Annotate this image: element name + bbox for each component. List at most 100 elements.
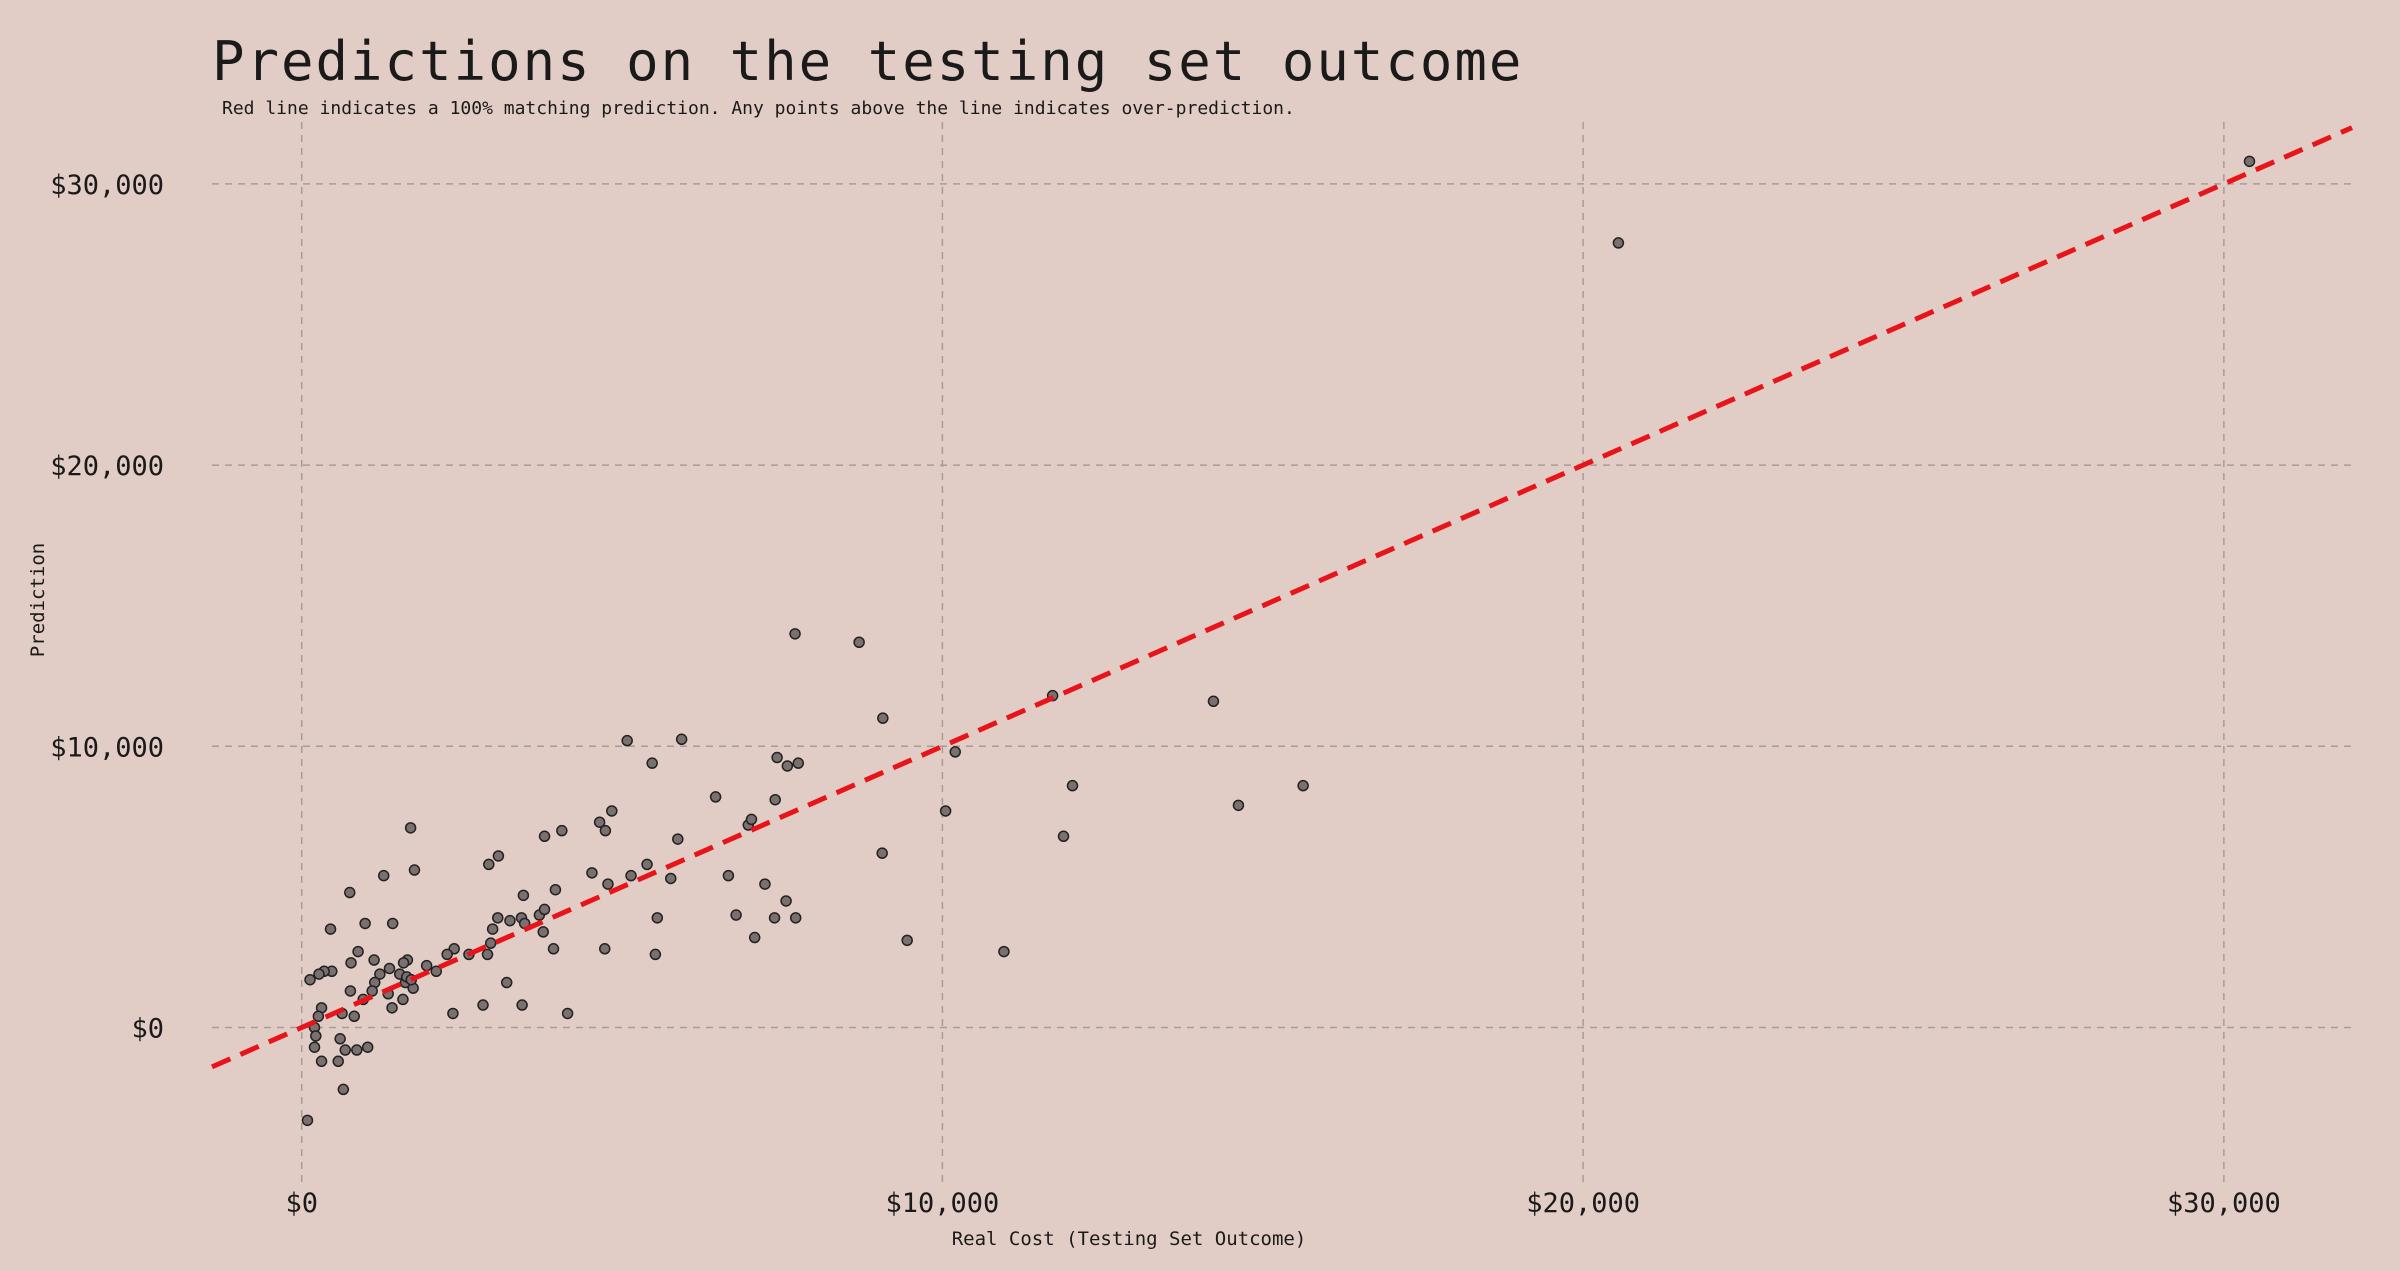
data-point [374, 968, 386, 980]
data-point [792, 757, 805, 769]
data-point [430, 965, 443, 978]
data-point [504, 914, 516, 927]
data-point [312, 1010, 325, 1023]
data-point [492, 850, 505, 862]
data-point [621, 734, 633, 747]
data-point [344, 985, 357, 997]
y-tick-label: $30,000 [50, 170, 164, 201]
x-tick-label: $0 [285, 1188, 318, 1219]
data-point [377, 869, 390, 882]
data-point [538, 830, 551, 843]
data-point [334, 1033, 346, 1045]
reference-line [210, 125, 2354, 1070]
data-point [366, 985, 378, 997]
data-point [313, 968, 325, 980]
data-point [789, 628, 801, 640]
data-point [348, 1010, 360, 1023]
data-point [1057, 830, 1070, 843]
data-point [352, 945, 364, 958]
data-point [781, 760, 794, 772]
data-point [500, 976, 513, 989]
data-point [368, 954, 380, 966]
data-point [345, 957, 357, 969]
data-point [516, 999, 528, 1011]
data-point [901, 934, 913, 947]
data-point [339, 1044, 352, 1056]
data-point [408, 864, 421, 876]
data-point [768, 912, 781, 924]
data-point [722, 869, 735, 882]
data-point [1612, 237, 1625, 249]
data-point [483, 858, 495, 871]
data-point [477, 999, 489, 1011]
data-point [486, 923, 499, 935]
data-point [404, 822, 417, 834]
data-point [517, 889, 530, 902]
data-point [549, 883, 562, 896]
data-point [1066, 779, 1079, 792]
data-point [771, 751, 783, 764]
data-point [1232, 799, 1245, 812]
data-point [949, 746, 961, 758]
data-point [301, 1114, 314, 1127]
data-point [386, 917, 399, 930]
data-point [344, 886, 356, 899]
data-point [447, 1007, 459, 1020]
y-tick-label: $20,000 [50, 451, 164, 482]
data-point [397, 957, 410, 969]
x-tick-label: $30,000 [2167, 1188, 2281, 1219]
data-point [361, 1041, 374, 1053]
data-point [853, 636, 865, 649]
data-point [484, 937, 497, 949]
data-point [332, 1055, 344, 1068]
data-point [602, 878, 614, 890]
data-point [441, 948, 453, 961]
data-point [748, 931, 761, 944]
reference-line-layer [210, 125, 2354, 1070]
data-point [675, 733, 688, 746]
data-point [789, 912, 802, 924]
data-point [537, 926, 550, 938]
data-point [386, 1002, 398, 1014]
data-point [651, 912, 664, 924]
data-point [420, 959, 433, 972]
data-point [359, 917, 371, 930]
data-point [397, 993, 409, 1006]
data-point [492, 912, 504, 924]
data-point [383, 962, 396, 975]
data-point [649, 948, 662, 961]
data-point [586, 867, 598, 879]
data-point [709, 791, 722, 803]
data-point [1297, 779, 1309, 792]
chart-subtitle: Red line indicates a 100% matching predi… [222, 98, 1295, 119]
data-point [625, 869, 637, 882]
data-point [745, 813, 758, 826]
y-tick-label: $0 [131, 1014, 164, 1045]
data-point [672, 833, 684, 845]
y-tick-label: $10,000 [50, 732, 164, 763]
data-point [315, 1055, 328, 1068]
data-point [351, 1044, 363, 1056]
data-point [759, 878, 771, 890]
data-point [538, 903, 551, 916]
grid [212, 122, 2352, 1185]
data-point [304, 973, 316, 986]
data-point [641, 858, 653, 871]
data-point [547, 943, 560, 955]
data-point [665, 872, 677, 885]
data-point [939, 805, 952, 817]
data-point [599, 943, 611, 955]
data-point [561, 1007, 574, 1020]
data-point [606, 805, 618, 817]
data-point [877, 712, 889, 724]
data-point [780, 895, 792, 907]
x-tick-label: $20,000 [1526, 1188, 1640, 1219]
data-point [308, 1041, 321, 1053]
data-point [556, 824, 568, 837]
data-point [599, 824, 612, 837]
data-point [2243, 155, 2256, 168]
data-point [876, 847, 888, 859]
chart-title: Predictions on the testing set outcome [212, 30, 1524, 93]
data-point [481, 948, 494, 961]
data-point [337, 1083, 350, 1096]
